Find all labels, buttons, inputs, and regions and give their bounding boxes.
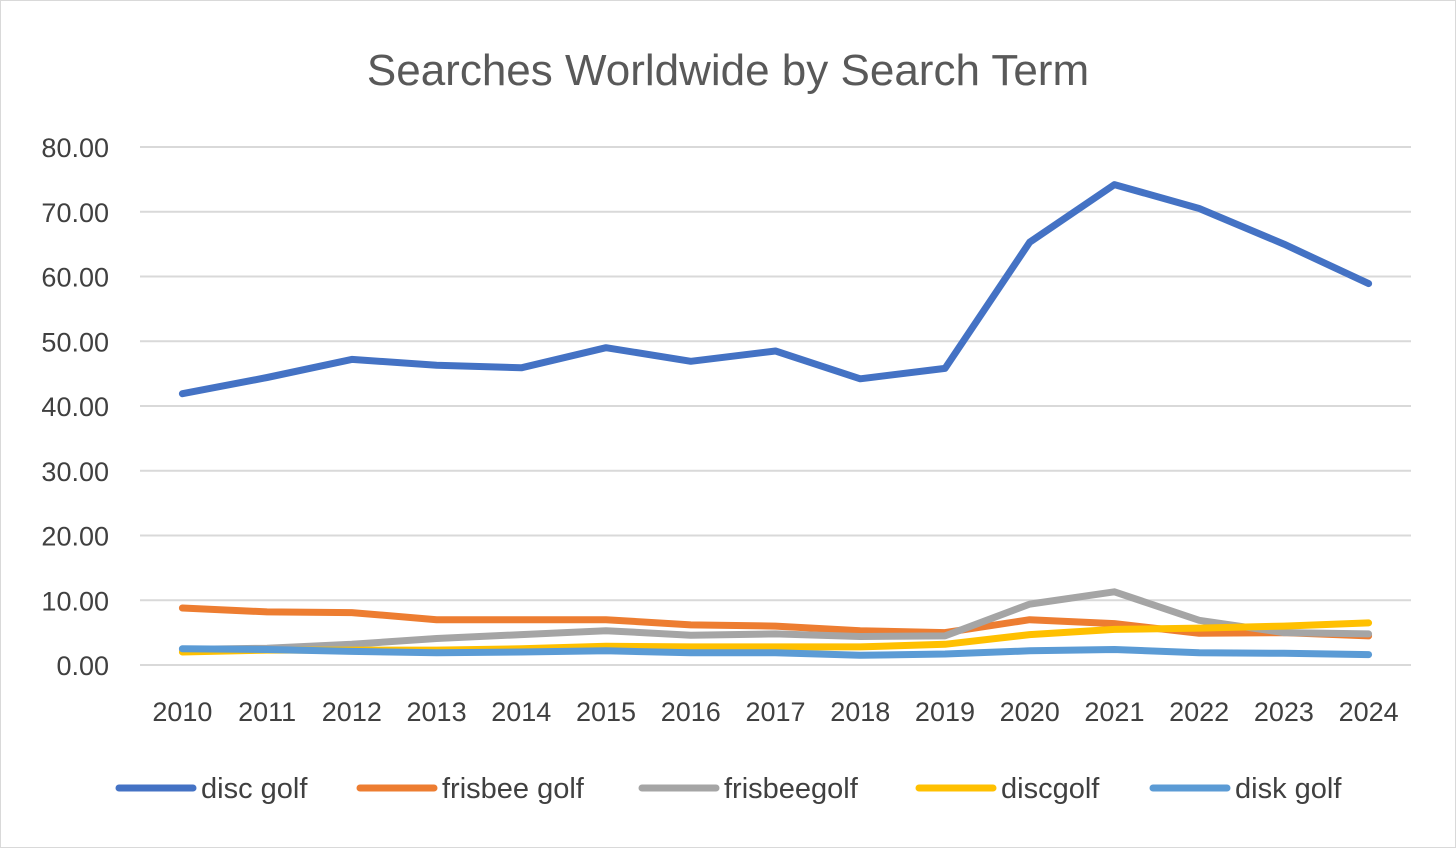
y-tick-label: 50.00 bbox=[41, 327, 109, 357]
x-tick-label: 2011 bbox=[238, 697, 296, 727]
y-tick-label: 60.00 bbox=[41, 263, 109, 293]
y-tick-label: 10.00 bbox=[41, 586, 109, 616]
y-tick-label: 30.00 bbox=[41, 457, 109, 487]
x-tick-label: 2016 bbox=[661, 697, 721, 727]
y-tick-label: 80.00 bbox=[41, 133, 109, 163]
x-axis-ticks: 2010 2011 2012 2013 2014 2015 2016 2017 2018 2019… bbox=[152, 697, 1398, 727]
x-tick-label: 2017 bbox=[745, 697, 805, 727]
grid-lines bbox=[140, 146, 1411, 666]
y-tick-label: 20.00 bbox=[41, 522, 109, 552]
x-tick-label: 2024 bbox=[1339, 697, 1399, 727]
x-tick-label: 2018 bbox=[830, 697, 890, 727]
y-axis-ticks: 0.00 10.00 20.00 30.00 40.00 50.00 60.00 70.00 8… bbox=[41, 133, 109, 681]
legend-label: disc golf bbox=[201, 773, 308, 805]
x-tick-label: 2023 bbox=[1254, 697, 1314, 727]
x-tick-label: 2012 bbox=[322, 697, 382, 727]
legend-label: discgolf bbox=[1001, 773, 1100, 805]
x-tick-label: 2010 bbox=[152, 697, 212, 727]
y-tick-label: 0.00 bbox=[56, 651, 109, 681]
legend-label: frisbee golf bbox=[442, 773, 585, 805]
y-tick-label: 40.00 bbox=[41, 392, 109, 422]
series-lines bbox=[178, 181, 1373, 659]
x-tick-label: 2015 bbox=[576, 697, 636, 727]
legend-label: disk golf bbox=[1235, 773, 1342, 805]
x-tick-label: 2020 bbox=[1000, 697, 1060, 727]
x-tick-label: 2022 bbox=[1169, 697, 1229, 727]
legend-label: frisbeegolf bbox=[724, 773, 859, 805]
series-line-disc-golf bbox=[178, 181, 1373, 398]
x-tick-label: 2019 bbox=[915, 697, 975, 727]
chart-title: Searches Worldwide by Search Term bbox=[367, 46, 1089, 95]
series-line-disk-golf bbox=[178, 645, 1373, 659]
x-tick-label: 2021 bbox=[1084, 697, 1144, 727]
x-tick-label: 2013 bbox=[407, 697, 467, 727]
series-line-frisbeegolf bbox=[178, 588, 1373, 653]
y-tick-label: 70.00 bbox=[41, 198, 109, 228]
legend: disc golf frisbee golf frisbeegolf discgolf… bbox=[115, 773, 1342, 805]
x-tick-label: 2014 bbox=[491, 697, 551, 727]
